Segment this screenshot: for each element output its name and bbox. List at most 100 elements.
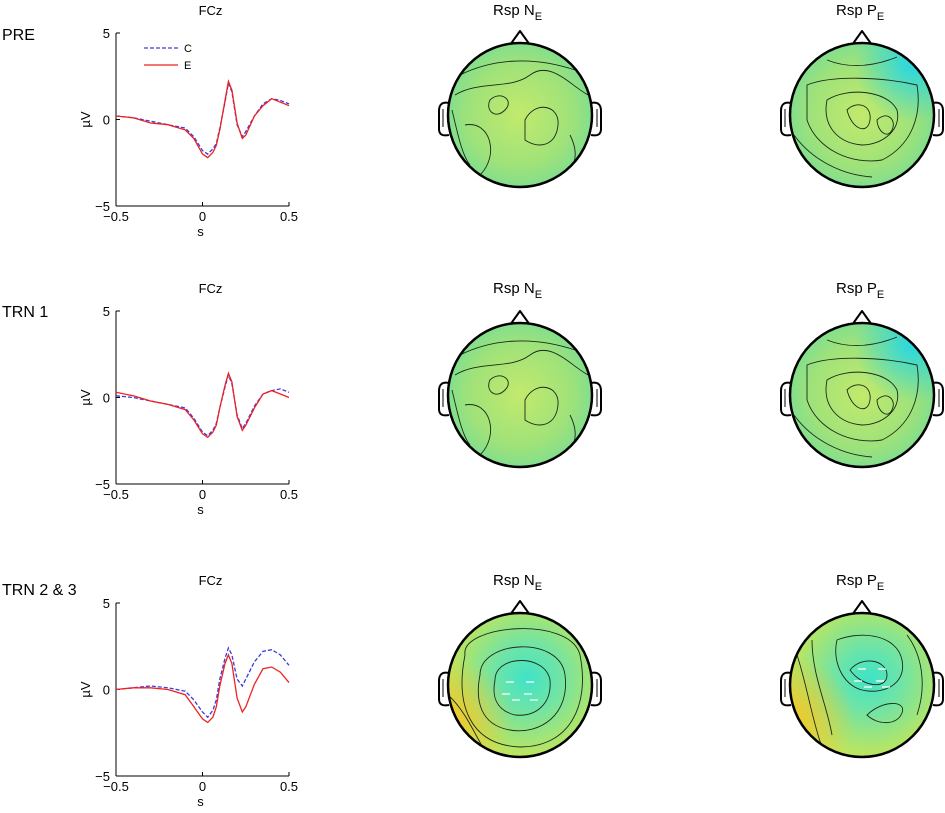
topo-title-pe-trn1: Rsp PE <box>836 280 884 301</box>
y-axis-label: µV <box>78 389 93 405</box>
ear-left-outline <box>438 381 450 417</box>
contour-line <box>488 95 509 115</box>
topomap-fill <box>790 323 934 467</box>
contour-line <box>477 646 566 732</box>
contour-line <box>876 395 894 415</box>
cool-region <box>790 323 934 467</box>
series-line-c <box>115 646 290 719</box>
svg-text:Rsp NE: Rsp NE <box>493 572 542 593</box>
contour-line <box>451 109 471 166</box>
contour-line <box>825 371 899 426</box>
head-outline <box>788 41 936 189</box>
row-label-trn1: TRN 1 <box>2 304 48 321</box>
contour-line <box>464 404 492 456</box>
contour-line <box>454 69 589 96</box>
series-line-e <box>115 79 290 159</box>
legend-label-e: E <box>184 60 191 72</box>
head-outline <box>788 321 936 469</box>
svg-text:Rsp NE: Rsp NE <box>493 280 542 301</box>
contour-line <box>524 386 559 426</box>
contour-line <box>459 340 576 356</box>
nose-outline <box>509 310 531 326</box>
nose-outline <box>851 30 873 46</box>
y-tick-label: −5 <box>95 477 110 492</box>
contour-line <box>806 77 919 162</box>
ear-right-outline <box>590 101 602 137</box>
warm-region <box>448 613 592 757</box>
x-tick-label: −0.5 <box>103 779 129 794</box>
erp-panel-trn23: FCz −5 0 5 −0.5 0 0.5 s µV <box>78 573 298 809</box>
svg-text:Rsp PE: Rsp PE <box>836 2 884 23</box>
topomap-grid <box>438 30 944 759</box>
topomap-pe-trn1 <box>780 310 944 469</box>
ear-right-outline <box>590 671 602 707</box>
topo-title-pe-trn23: Rsp PE <box>836 572 884 593</box>
contour-line <box>464 124 492 176</box>
x-tick-label: 0 <box>199 209 206 224</box>
contour-line <box>811 639 833 736</box>
x-tick-label: −0.5 <box>103 209 129 224</box>
ear-right-outline <box>932 381 944 417</box>
svg-text:Rsp NE: Rsp NE <box>493 2 542 23</box>
ear-left-outline <box>438 101 450 137</box>
topomap-ne-pre <box>438 30 602 189</box>
x-axis-label: s <box>197 794 204 809</box>
topo-title-ne-trn1: Rsp NE <box>493 280 542 301</box>
topomap-fill <box>790 613 934 757</box>
contour-line <box>876 115 894 135</box>
nose-outline <box>851 310 873 326</box>
contour-line <box>849 660 888 685</box>
topo-title-ne-trn23: Rsp NE <box>493 572 542 593</box>
contour-line <box>906 634 923 716</box>
x-tick-label: −0.5 <box>103 487 129 502</box>
erp-title: FCz <box>199 3 223 18</box>
head-outline <box>446 41 594 189</box>
topomap-ne-trn23 <box>438 600 602 759</box>
contour-line <box>451 389 471 446</box>
nose-outline <box>509 600 531 616</box>
y-axis-label: µV <box>78 111 93 127</box>
ear-left-outline <box>438 671 450 707</box>
contour-line <box>825 91 899 146</box>
series-line-e <box>115 653 290 724</box>
y-tick-label: 0 <box>103 391 110 406</box>
contour-line <box>826 336 898 346</box>
contour-line <box>866 703 903 724</box>
x-tick-label: 0.5 <box>280 209 298 224</box>
contour-line <box>806 357 919 442</box>
y-tick-label: −5 <box>95 199 110 214</box>
head-outline <box>788 611 936 759</box>
y-tick-label: −5 <box>95 769 110 784</box>
contour-line <box>846 384 871 410</box>
svg-text:Rsp PE: Rsp PE <box>836 572 884 593</box>
x-tick-label: 0 <box>199 487 206 502</box>
erp-title: FCz <box>199 281 223 296</box>
y-axis-label: µV <box>78 681 93 697</box>
topomap-fill <box>790 43 934 187</box>
x-tick-label: 0.5 <box>280 487 298 502</box>
ear-left-outline <box>780 671 792 707</box>
nose-outline <box>851 600 873 616</box>
series-line-c <box>115 80 290 155</box>
contour-line <box>488 375 509 395</box>
legend-label-c: C <box>184 43 192 55</box>
head-outline <box>446 611 594 759</box>
topomap-pe-pre <box>780 30 944 189</box>
erp-panel-pre: FCz −5 0 5 −0.5 0 0.5 s µV CE <box>78 3 298 239</box>
y-tick-label: 5 <box>103 26 110 41</box>
topomap-fill <box>448 323 592 467</box>
svg-text:Rsp PE: Rsp PE <box>836 280 884 301</box>
contour-line <box>459 60 576 76</box>
y-tick-label: 5 <box>103 304 110 319</box>
topomap-fill <box>448 43 592 187</box>
head-outline <box>446 321 594 469</box>
cool-region <box>790 43 934 187</box>
ear-right-outline <box>932 101 944 137</box>
contour-line <box>454 349 589 376</box>
topomap-pe-trn23 <box>780 600 944 759</box>
topomap-fill <box>448 613 592 757</box>
series-line-e <box>115 371 290 439</box>
y-tick-label: 0 <box>103 683 110 698</box>
contour-line <box>835 634 904 692</box>
